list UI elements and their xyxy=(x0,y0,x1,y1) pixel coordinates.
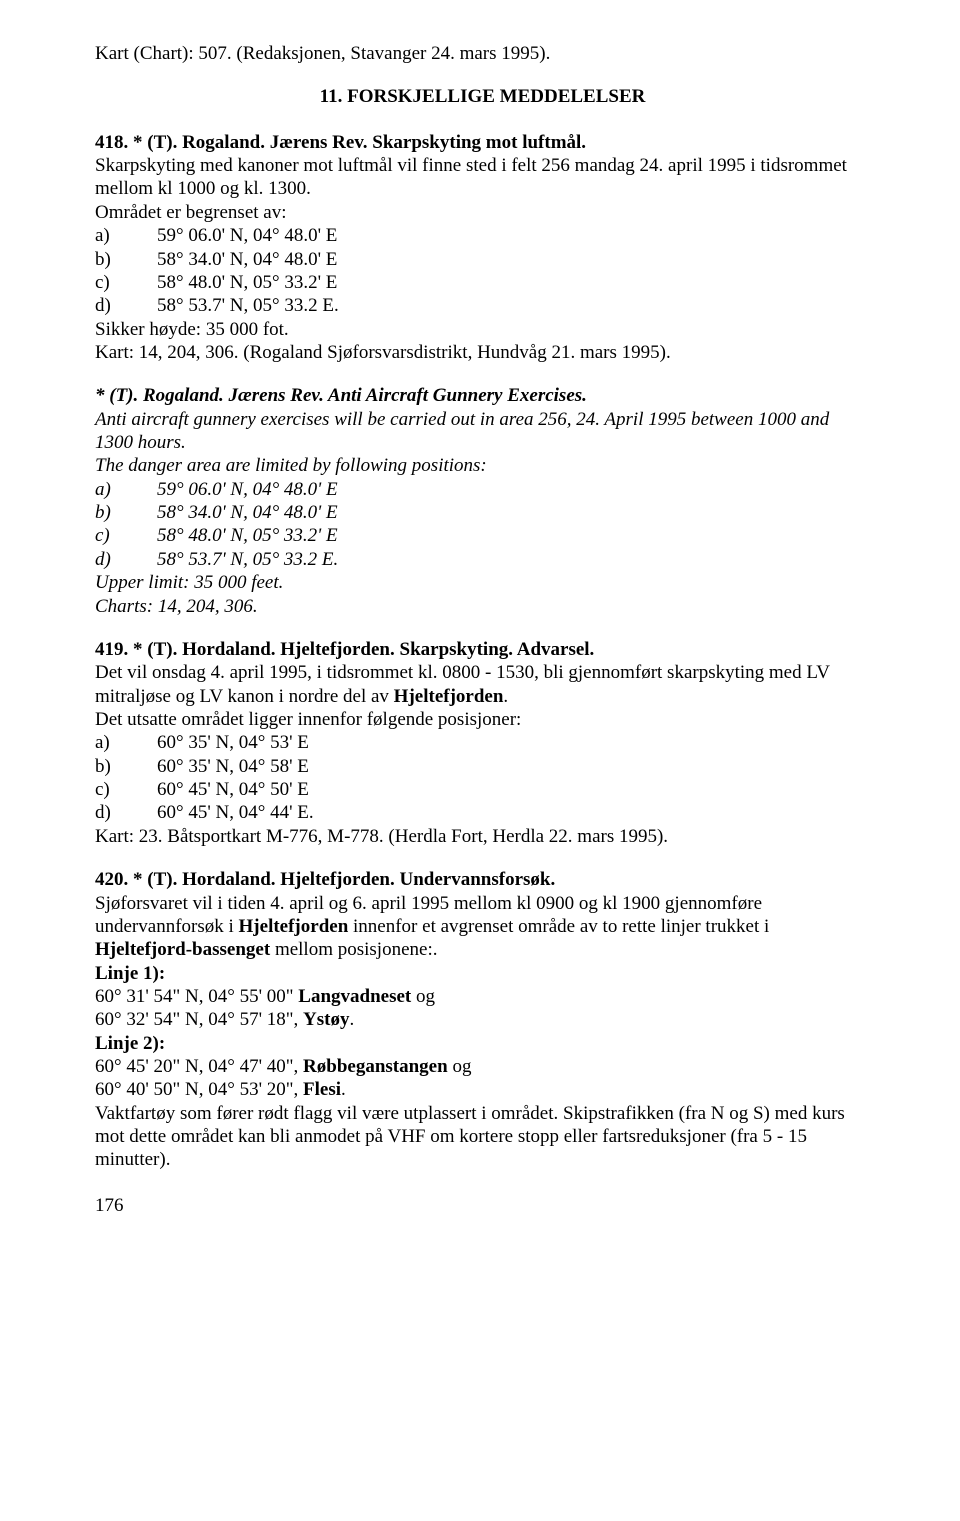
position-letter: a) xyxy=(95,478,157,501)
position-value: 60° 45' N, 04° 50' E xyxy=(157,778,309,801)
position-letter: b) xyxy=(95,755,157,778)
body-text: Charts: 14, 204, 306. xyxy=(95,595,870,618)
body-text: Anti aircraft gunnery exercises will be … xyxy=(95,408,870,455)
position-row: c)60° 45' N, 04° 50' E xyxy=(95,778,870,801)
body-text: Det utsatte området ligger innenfor følg… xyxy=(95,708,870,731)
notice-title: * (T). Rogaland. Jærens Rev. Anti Aircra… xyxy=(95,384,870,407)
document-page: Kart (Chart): 507. (Redaksjonen, Stavang… xyxy=(0,0,960,1267)
position-row: d)58° 53.7' N, 05° 33.2 E. xyxy=(95,548,870,571)
position-letter: a) xyxy=(95,224,157,247)
position-letter: d) xyxy=(95,801,157,824)
body-text: 60° 31' 54" N, 04° 55' 00" Langvadneset … xyxy=(95,985,870,1008)
notice-title: 418. * (T). Rogaland. Jærens Rev. Skarps… xyxy=(95,131,870,154)
position-row: a)59° 06.0' N, 04° 48.0' E xyxy=(95,478,870,501)
body-text: Kart: 23. Båtsportkart M-776, M-778. (He… xyxy=(95,825,870,848)
position-value: 58° 53.7' N, 05° 33.2 E. xyxy=(157,548,338,571)
position-value: 58° 48.0' N, 05° 33.2' E xyxy=(157,524,338,547)
body-text: Kart: 14, 204, 306. (Rogaland Sjøforsvar… xyxy=(95,341,870,364)
position-letter: b) xyxy=(95,248,157,271)
position-value: 58° 48.0' N, 05° 33.2' E xyxy=(157,271,337,294)
body-text: 60° 32' 54" N, 04° 57' 18", Ystøy. xyxy=(95,1008,870,1031)
position-row: b)58° 34.0' N, 04° 48.0' E xyxy=(95,501,870,524)
body-text: Sikker høyde: 35 000 fot. xyxy=(95,318,870,341)
position-row: b)58° 34.0' N, 04° 48.0' E xyxy=(95,248,870,271)
position-letter: b) xyxy=(95,501,157,524)
position-row: a)59° 06.0' N, 04° 48.0' E xyxy=(95,224,870,247)
position-value: 59° 06.0' N, 04° 48.0' E xyxy=(157,478,338,501)
notice-419: 419. * (T). Hordaland. Hjeltefjorden. Sk… xyxy=(95,638,870,848)
notice-title: 420. * (T). Hordaland. Hjeltefjorden. Un… xyxy=(95,868,870,891)
position-letter: c) xyxy=(95,524,157,547)
notice-420: 420. * (T). Hordaland. Hjeltefjorden. Un… xyxy=(95,868,870,1172)
notice-418-en: * (T). Rogaland. Jærens Rev. Anti Aircra… xyxy=(95,384,870,618)
line-label: Linje 1): xyxy=(95,962,870,985)
position-value: 60° 35' N, 04° 53' E xyxy=(157,731,309,754)
position-row: c)58° 48.0' N, 05° 33.2' E xyxy=(95,524,870,547)
position-letter: c) xyxy=(95,271,157,294)
position-value: 59° 06.0' N, 04° 48.0' E xyxy=(157,224,337,247)
body-text: 60° 40' 50" N, 04° 53' 20", Flesi. xyxy=(95,1078,870,1101)
position-value: 58° 53.7' N, 05° 33.2 E. xyxy=(157,294,339,317)
position-value: 58° 34.0' N, 04° 48.0' E xyxy=(157,501,338,524)
body-text: Det vil onsdag 4. april 1995, i tidsromm… xyxy=(95,661,870,708)
position-letter: c) xyxy=(95,778,157,801)
body-text: The danger area are limited by following… xyxy=(95,454,870,477)
line-label: Linje 2): xyxy=(95,1032,870,1055)
position-letter: a) xyxy=(95,731,157,754)
body-text: Vaktfartøy som fører rødt flagg vil være… xyxy=(95,1102,870,1172)
body-text: Skarpskyting med kanoner mot luftmål vil… xyxy=(95,154,870,201)
position-row: a)60° 35' N, 04° 53' E xyxy=(95,731,870,754)
body-text: 60° 45' 20" N, 04° 47' 40", Røbbeganstan… xyxy=(95,1055,870,1078)
body-text: Området er begrenset av: xyxy=(95,201,870,224)
position-value: 58° 34.0' N, 04° 48.0' E xyxy=(157,248,337,271)
body-text: Sjøforsvaret vil i tiden 4. april og 6. … xyxy=(95,892,870,962)
body-text: Upper limit: 35 000 feet. xyxy=(95,571,870,594)
position-row: b)60° 35' N, 04° 58' E xyxy=(95,755,870,778)
position-letter: d) xyxy=(95,548,157,571)
position-value: 60° 45' N, 04° 44' E. xyxy=(157,801,314,824)
position-row: d)58° 53.7' N, 05° 33.2 E. xyxy=(95,294,870,317)
page-number: 176 xyxy=(95,1194,870,1217)
chart-reference: Kart (Chart): 507. (Redaksjonen, Stavang… xyxy=(95,42,870,65)
position-letter: d) xyxy=(95,294,157,317)
position-value: 60° 35' N, 04° 58' E xyxy=(157,755,309,778)
position-row: d)60° 45' N, 04° 44' E. xyxy=(95,801,870,824)
position-row: c)58° 48.0' N, 05° 33.2' E xyxy=(95,271,870,294)
notice-title: 419. * (T). Hordaland. Hjeltefjorden. Sk… xyxy=(95,638,870,661)
notice-418-no: 418. * (T). Rogaland. Jærens Rev. Skarps… xyxy=(95,131,870,365)
section-heading: 11. FORSKJELLIGE MEDDELELSER xyxy=(95,85,870,108)
